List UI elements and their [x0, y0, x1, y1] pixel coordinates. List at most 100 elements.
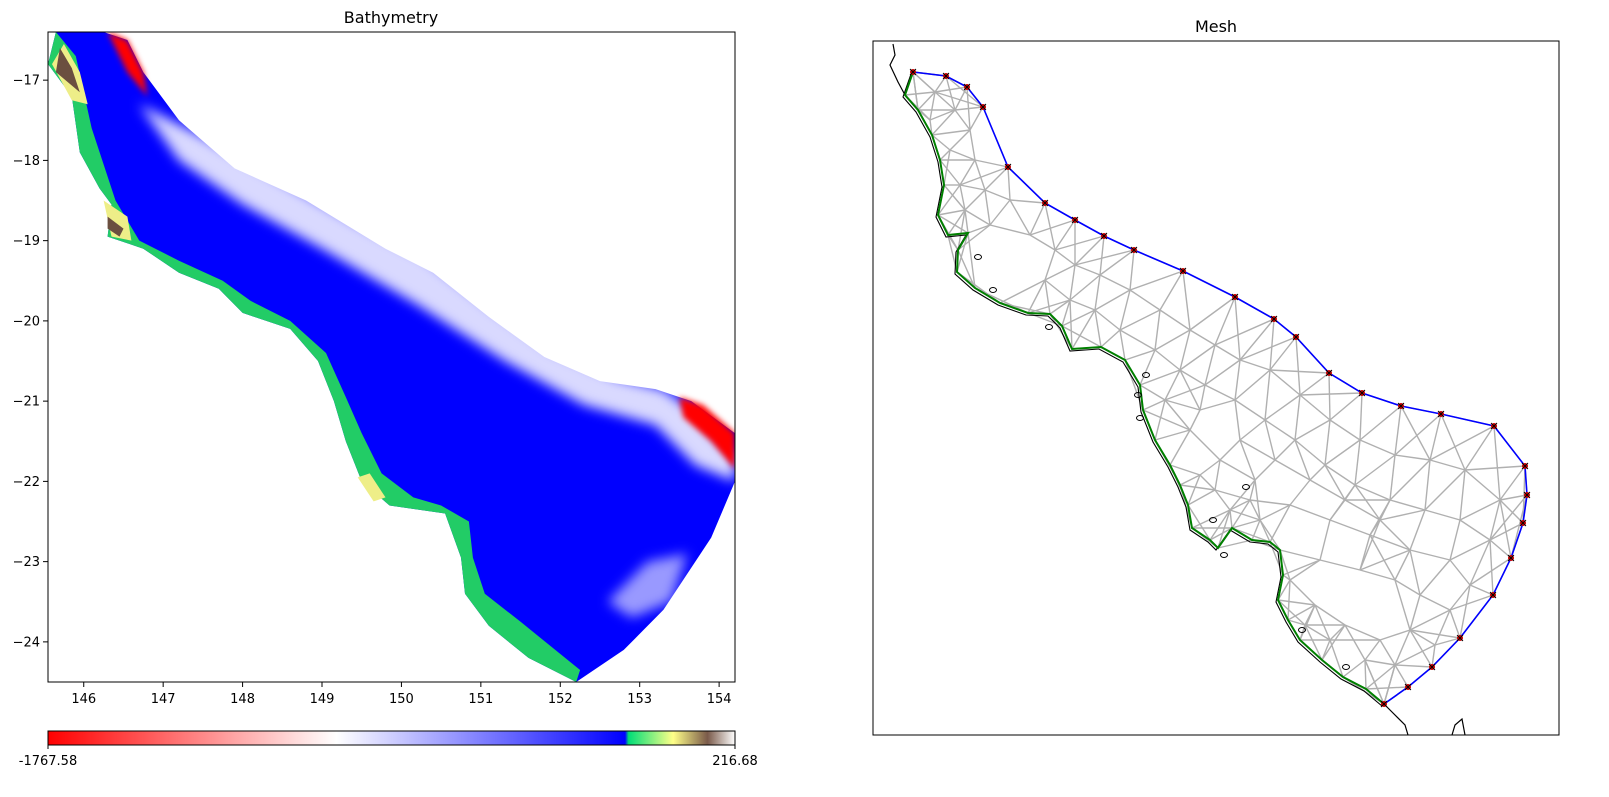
mesh-edge: [1264, 419, 1296, 441]
mesh-edge: [1269, 318, 1275, 371]
mesh-edge: [1164, 384, 1206, 401]
mesh-edge: [1429, 425, 1495, 461]
mesh-edge: [1394, 579, 1411, 631]
mesh-edge: [1344, 624, 1381, 641]
mesh-edge: [964, 209, 969, 234]
mesh-edge: [1099, 274, 1131, 291]
mesh-edge: [1394, 644, 1436, 666]
mesh-edge: [1328, 372, 1331, 421]
mesh-edge: [1169, 464, 1201, 476]
mesh-edge: [1219, 439, 1241, 461]
mesh-edge: [939, 159, 961, 186]
coastline-segment: [1383, 703, 1409, 735]
mesh-edge: [1217, 539, 1253, 549]
mesh-edge: [1191, 509, 1231, 529]
mesh-edge: [1321, 624, 1346, 661]
mesh-edge: [1239, 419, 1266, 441]
boundary-node-marker: [963, 83, 971, 91]
x-tick-label: 152: [548, 692, 573, 707]
mesh-edge: [1449, 609, 1461, 639]
y-tick-label: −20: [13, 314, 40, 329]
mesh-edge: [1239, 359, 1271, 371]
mesh-edge: [1179, 344, 1216, 371]
mesh-edge: [959, 184, 986, 191]
mesh-edge: [1409, 609, 1451, 631]
mesh-edge: [1287, 619, 1306, 626]
mesh-edge: [1029, 202, 1046, 236]
mesh-edge: [937, 214, 969, 234]
mesh-edge: [1469, 539, 1491, 586]
mesh-edge: [1069, 264, 1076, 301]
mesh-edge: [1264, 394, 1301, 421]
mesh-edge: [1179, 369, 1201, 411]
mesh-edge: [1389, 459, 1431, 501]
mesh-edge: [1214, 344, 1241, 361]
mesh-edge: [1459, 584, 1471, 639]
mesh-edge: [934, 91, 956, 111]
bathymetry-deepest-zone: [107, 32, 735, 470]
mesh-edge: [1277, 579, 1291, 601]
boundary-node-marker: [1325, 369, 1333, 377]
mesh-edge: [1289, 559, 1321, 581]
mesh-edge: [1309, 464, 1326, 481]
mesh-edge: [1299, 392, 1363, 396]
mesh-edge: [1061, 309, 1096, 327]
mesh-edge: [1394, 413, 1442, 456]
boundary-node-marker: [1490, 422, 1498, 430]
mesh-edge: [1314, 604, 1346, 626]
mesh-edge: [943, 149, 951, 186]
mesh-edge: [1440, 413, 1466, 471]
mesh-edge: [1044, 279, 1071, 301]
mesh-edge: [1179, 484, 1216, 491]
mesh-edge: [1099, 235, 1105, 276]
mesh-edge: [1289, 504, 1331, 521]
mesh-edge: [1319, 559, 1361, 571]
mesh-edge: [1229, 479, 1256, 511]
mesh-edge: [1044, 264, 1076, 281]
mesh-edge: [1383, 664, 1396, 705]
mesh-edge: [1342, 659, 1366, 678]
mesh-edge: [937, 184, 961, 216]
mesh-edge: [1354, 484, 1391, 501]
mesh-edge: [1119, 289, 1131, 331]
mesh-edge: [1164, 399, 1191, 431]
mesh-edge: [1329, 624, 1346, 641]
mesh-edge: [1231, 527, 1271, 543]
island: [989, 287, 997, 293]
bathymetry-axes-frame: [47, 31, 736, 683]
island: [1298, 627, 1306, 633]
mesh-edge: [1321, 639, 1331, 661]
mesh-edge: [949, 129, 971, 151]
colorbar: -1767.58 216.68: [19, 730, 758, 769]
mesh-edge: [1429, 459, 1466, 471]
coastline-segment: [902, 73, 1383, 707]
mesh-edge: [1239, 439, 1276, 461]
mesh-edge: [1139, 369, 1181, 386]
mesh-edge: [1287, 604, 1316, 621]
mesh-edge: [1424, 509, 1461, 521]
mesh-edge: [999, 302, 1051, 315]
mesh-edge: [1279, 549, 1321, 561]
mesh-edge: [1409, 629, 1436, 646]
y-axis: −17 −18 −19 −20 −21 −22 −23 −24: [13, 74, 48, 650]
mesh-edge: [1409, 629, 1433, 668]
mesh-edge: [904, 91, 936, 96]
mesh-edge: [1289, 479, 1311, 506]
mesh-edge: [959, 184, 966, 211]
mesh-edge: [1282, 559, 1321, 576]
mesh-edge: [1294, 419, 1331, 441]
mesh-edge: [1359, 392, 1363, 441]
mesh-edge: [1469, 584, 1494, 596]
mesh-edge: [1249, 499, 1261, 521]
boundary-nodes: [909, 68, 1531, 708]
mesh-edge: [1251, 519, 1261, 541]
mesh-edge: [1094, 289, 1131, 311]
highest-patch: [55, 48, 80, 93]
mesh-edge: [1304, 624, 1331, 641]
bathymetry-title: Bathymetry: [344, 8, 438, 27]
mesh-edge: [1119, 309, 1161, 331]
mesh-edge: [1489, 539, 1512, 559]
mesh-edge: [1299, 394, 1331, 421]
mesh-edge: [1069, 299, 1096, 311]
mesh-edge: [1394, 664, 1433, 668]
